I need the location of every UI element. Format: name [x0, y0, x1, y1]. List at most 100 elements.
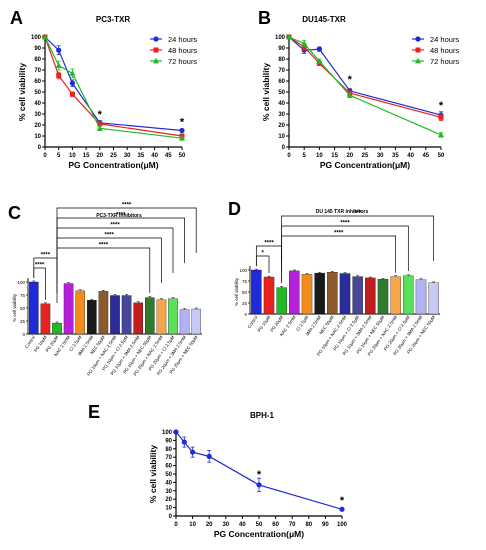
bar [63, 283, 74, 335]
legend-entry: 48 hours [430, 46, 459, 55]
legend-marker [153, 57, 159, 64]
y-tick-label: 70 [165, 455, 172, 461]
y-tick-label: 0 [38, 145, 42, 151]
x-tick-label: 20 [96, 153, 103, 159]
x-tick-label: 25 [110, 153, 117, 159]
x-tick-label: 30 [222, 522, 229, 528]
y-tick-label: 10 [278, 134, 285, 140]
y-tick-label: 75 [242, 279, 248, 284]
significance-marker: * [180, 117, 185, 129]
y-tick-label: 60 [165, 464, 172, 470]
significance-bracket [56, 227, 174, 273]
x-axis-label: PG Concentration(μM) [214, 529, 304, 539]
x-tick-label: 35 [392, 153, 399, 159]
series-1 [42, 34, 185, 134]
data-point [181, 439, 187, 445]
x-axis-label: PG Concentration(μM) [320, 160, 410, 170]
x-tick-label: 40 [151, 153, 158, 159]
panel-letter: E [88, 402, 100, 422]
significance-label: **** [41, 253, 51, 259]
bar [121, 295, 132, 335]
significance-label: **** [99, 243, 109, 249]
legend-entry: 72 hours [168, 57, 197, 66]
bar [52, 322, 62, 335]
significance-marker: * [340, 495, 345, 507]
x-tick-label: 50 [256, 522, 263, 528]
chart-title: DU 145 TXR inhibitors [316, 209, 369, 215]
y-axis-label: % cell viability [17, 63, 27, 121]
bar [390, 276, 401, 315]
series-line [44, 36, 183, 137]
y-tick-label: 20 [165, 497, 172, 503]
bar [179, 309, 190, 335]
data-point [256, 482, 262, 488]
series-2 [42, 34, 185, 139]
significance-label: **** [340, 221, 350, 227]
series-line [44, 36, 183, 132]
significance-bracket [281, 215, 435, 261]
data-point [42, 33, 48, 40]
bar [263, 276, 275, 315]
y-axis-label: % cell viability [234, 277, 239, 306]
x-tick-label: 0 [174, 522, 178, 528]
bar [168, 298, 178, 335]
bar [133, 302, 143, 335]
significance-marker: * [439, 100, 444, 112]
y-tick-label: 20 [34, 123, 41, 129]
chart-E: E BPH-1 0 10 20 30 40 50 60 70 80 90 100 0 10 20 30 40 50 6… [88, 402, 348, 539]
data-point [206, 453, 212, 459]
data-point [438, 114, 444, 120]
significance-label: **** [105, 233, 115, 239]
x-tick-label: 70 [289, 522, 296, 528]
x-tick-label: 0 [287, 153, 291, 159]
x-tick-label: 20 [206, 522, 213, 528]
significance-label: **** [334, 231, 344, 237]
bar [75, 290, 85, 335]
x-tick-label: 0 [43, 153, 47, 159]
y-tick-label: 30 [34, 112, 41, 118]
x-tick-label: 30 [377, 153, 384, 159]
significance-label: **** [110, 223, 120, 229]
x-tick-label: 5 [57, 153, 61, 159]
significance-label: *** [354, 211, 362, 217]
chart-C: C PC3-TXR inhibitors 0 25 50 75 100 % cell viab… [8, 203, 202, 377]
x-tick-label: 45 [422, 153, 429, 159]
bar [145, 297, 155, 335]
x-tick-label: 40 [239, 522, 246, 528]
y-tick-label: 100 [275, 35, 286, 41]
data-point [438, 131, 444, 138]
x-tick-label: 15 [83, 153, 90, 159]
bar [191, 308, 201, 335]
significance-bracket [56, 207, 197, 253]
chart-A: A PC3-TXR 0 5 10 15 20 25 30 35 40 45 50 0 10 20 30 40 50 6… [10, 8, 197, 170]
bar [156, 299, 167, 335]
y-tick-label: 30 [278, 112, 285, 118]
x-tick-label: 10 [189, 522, 196, 528]
significance-marker: * [257, 469, 262, 481]
series-1 [173, 429, 345, 512]
data-point [55, 62, 62, 68]
y-tick-label: 50 [242, 290, 248, 295]
significance-label: **** [35, 263, 45, 269]
x-tick-label: 5 [303, 153, 307, 159]
y-axis-label: % cell viability [148, 445, 158, 503]
x-tick-label: Control [246, 315, 258, 329]
data-point [316, 46, 322, 52]
data-point [346, 92, 353, 98]
bar [29, 281, 39, 335]
y-tick-label: 50 [20, 306, 26, 311]
data-point [286, 33, 292, 40]
y-tick-label: 40 [34, 101, 41, 107]
x-tick-label: 10 [316, 153, 323, 159]
data-point [179, 127, 185, 134]
bar [251, 269, 262, 315]
y-tick-label: 10 [34, 134, 41, 140]
panel-letter: D [228, 199, 241, 219]
data-point [56, 73, 62, 78]
data-point [56, 47, 62, 53]
y-tick-label: 90 [165, 438, 172, 444]
significance-bracket [56, 237, 162, 283]
y-tick-label: 100 [17, 280, 25, 285]
x-tick-label: 60 [272, 522, 279, 528]
